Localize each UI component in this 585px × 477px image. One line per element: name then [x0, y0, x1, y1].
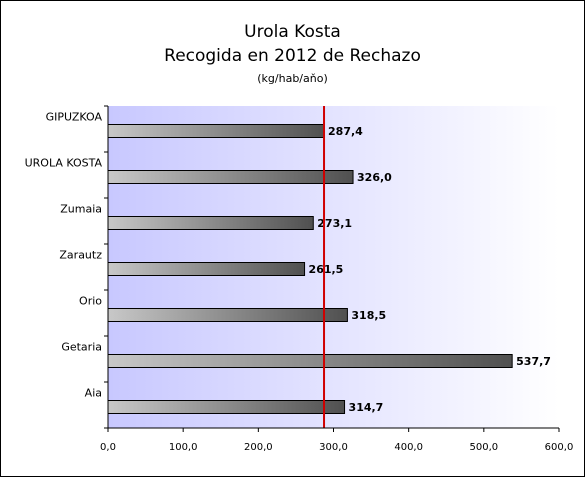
category-label: GIPUZKOA: [46, 111, 103, 124]
bar: [107, 262, 306, 276]
category-label: Zumaia: [60, 203, 102, 216]
bar: [107, 354, 513, 368]
category-label: Getaria: [61, 341, 102, 354]
data-label: 326,0: [357, 171, 392, 184]
category-label: Orio: [79, 295, 102, 308]
data-label: 261,5: [309, 263, 344, 276]
category-label: Zarautz: [59, 249, 102, 262]
category-label: Aia: [85, 387, 102, 400]
chart-title: Urola Kosta: [244, 22, 341, 42]
x-tick-label: 200,0: [244, 442, 273, 453]
bar: [107, 216, 314, 230]
data-label: 314,7: [349, 401, 384, 414]
x-tick-label: 300,0: [319, 442, 348, 453]
data-label: 318,5: [351, 309, 386, 322]
bar: [107, 308, 348, 322]
data-label: 537,7: [516, 355, 551, 368]
x-tick-label: 100,0: [169, 442, 198, 453]
category-label: UROLA KOSTA: [25, 157, 103, 170]
x-tick-label: 0,0: [100, 442, 116, 453]
bar: [107, 400, 346, 414]
data-label: 273,1: [317, 217, 352, 230]
bar: [107, 170, 354, 184]
x-tick-label: 500,0: [470, 442, 499, 453]
x-tick-label: 400,0: [394, 442, 423, 453]
bar: [107, 124, 325, 138]
x-tick-label: 600,0: [545, 442, 574, 453]
chart-units: (kg/hab/aňo): [257, 72, 328, 85]
data-label: 287,4: [328, 125, 363, 138]
chart-subtitle: Recogida en 2012 de Rechazo: [164, 46, 421, 66]
